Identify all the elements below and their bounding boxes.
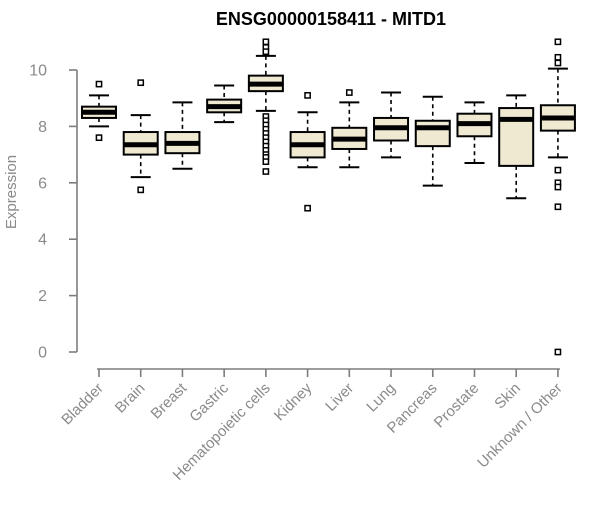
x-category-label: Bladder bbox=[58, 380, 107, 429]
boxplot-prostate bbox=[456, 101, 493, 165]
outlier-point bbox=[554, 166, 562, 174]
y-tick-label: 0 bbox=[38, 345, 47, 362]
y-tick-label: 8 bbox=[38, 119, 47, 136]
y-axis-label: Expression bbox=[3, 155, 20, 229]
outlier-point bbox=[554, 59, 562, 67]
outlier-point bbox=[262, 158, 270, 166]
boxplot-series bbox=[81, 38, 576, 356]
outlier-point bbox=[262, 38, 270, 46]
outlier-point bbox=[554, 348, 562, 356]
outlier-point bbox=[262, 48, 270, 56]
boxplot-liver bbox=[331, 89, 368, 169]
x-category-label: Breast bbox=[148, 379, 191, 422]
outlier-point bbox=[95, 80, 103, 88]
outlier-point bbox=[345, 89, 353, 96]
boxplot-breast bbox=[164, 101, 201, 170]
x-category-label: Skin bbox=[491, 380, 524, 413]
outlier-point bbox=[137, 79, 145, 87]
outlier-point bbox=[554, 203, 562, 211]
outlier-point bbox=[554, 53, 562, 61]
x-category-label: Brain bbox=[112, 380, 149, 417]
outlier-point bbox=[304, 204, 311, 212]
outlier-point bbox=[554, 183, 562, 191]
boxplot-gastric bbox=[206, 84, 243, 124]
y-tick-label: 4 bbox=[38, 232, 47, 249]
chart-title: ENSG00000158411 - MITD1 bbox=[216, 9, 446, 29]
iqr-box bbox=[498, 107, 535, 167]
boxplot-kidney bbox=[289, 92, 326, 212]
boxplot-pancreas bbox=[414, 95, 451, 187]
boxplot-bladder bbox=[81, 80, 117, 142]
boxplot-skin bbox=[498, 94, 535, 200]
boxplot-brain bbox=[122, 79, 159, 194]
boxplot-lung bbox=[373, 91, 410, 159]
y-tick-label: 10 bbox=[29, 63, 47, 80]
outlier-point bbox=[554, 38, 562, 46]
y-axis: 0 2 4 6 8 10 bbox=[29, 63, 78, 362]
boxplot-hematopoietic-cells bbox=[247, 38, 284, 175]
boxplot-unknown-other bbox=[539, 38, 576, 356]
y-tick-label: 6 bbox=[38, 175, 47, 192]
iqr-box bbox=[414, 119, 451, 148]
outlier-point bbox=[95, 134, 103, 142]
x-category-label: Kidney bbox=[271, 379, 316, 424]
outlier-point bbox=[262, 168, 270, 175]
x-category-label: Prostate bbox=[431, 380, 483, 432]
outlier-point bbox=[137, 186, 145, 194]
y-tick-label: 2 bbox=[38, 288, 47, 305]
x-category-label: Liver bbox=[322, 380, 357, 415]
outlier-point bbox=[304, 92, 311, 99]
x-category-label: Lung bbox=[363, 380, 399, 416]
